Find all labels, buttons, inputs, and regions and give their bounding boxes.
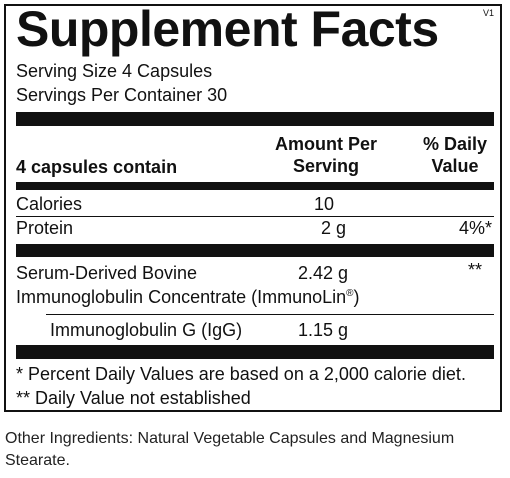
header-amount-per-serving: Amount Per Serving — [256, 133, 396, 177]
header-dv-line1: % Daily — [422, 134, 488, 154]
divider-medium-header — [16, 182, 494, 190]
sub-ingredient-name: Immunoglobulin G (IgG) — [50, 320, 243, 340]
row-calories-amount: 10 — [314, 194, 335, 214]
ingredient-line2-end: ) — [353, 287, 360, 307]
ingredient-name-line1: Serum-Derived Bovine — [16, 263, 198, 283]
supplement-facts-panel: Supplement Facts V1 Serving Size 4 Capsu… — [4, 1, 502, 412]
divider-thick-bottom — [16, 345, 494, 359]
header-daily-value: % Daily Value — [410, 133, 500, 177]
ingredient-amount: 2.42 g — [298, 263, 349, 283]
sub-ingredient-amount: 1.15 g — [298, 320, 349, 340]
header-dv-line2: Value — [431, 156, 479, 176]
divider-thick-protein — [16, 244, 494, 257]
panel-title: Supplement Facts — [16, 0, 439, 58]
servings-per-container: Servings Per Container 30 — [16, 85, 228, 105]
header-amount-line1: Amount Per — [274, 134, 377, 154]
row-calories-name: Calories — [16, 194, 83, 214]
footnote-percent-dv: * Percent Daily Values are based on a 2,… — [16, 364, 466, 384]
ingredient-line2-text: Immunoglobulin Concentrate (ImmunoLin — [16, 287, 347, 307]
row-protein-dv: 4%* — [458, 218, 492, 238]
divider-thin-sub — [46, 314, 494, 315]
divider-thin-calories — [16, 216, 494, 217]
row-protein-amount: 2 g — [320, 218, 346, 238]
header-capsules-contain: 4 capsules contain — [16, 157, 178, 177]
other-ingredients: Other Ingredients: Natural Vegetable Cap… — [5, 430, 455, 469]
footnote-dv-not-established: ** Daily Value not established — [16, 388, 251, 408]
registered-mark: ® — [346, 288, 354, 299]
ingredient-dv: ** — [467, 260, 482, 280]
version-label: V1 — [482, 8, 494, 18]
row-protein-name: Protein — [16, 218, 74, 238]
divider-thick-top — [16, 112, 494, 126]
serving-size: Serving Size 4 Capsules — [16, 61, 213, 81]
header-amount-line2: Serving — [292, 156, 360, 176]
ingredient-name-line2: Immunoglobulin Concentrate (ImmunoLin®) — [16, 286, 360, 308]
title-text: Supplement Facts — [16, 1, 439, 57]
